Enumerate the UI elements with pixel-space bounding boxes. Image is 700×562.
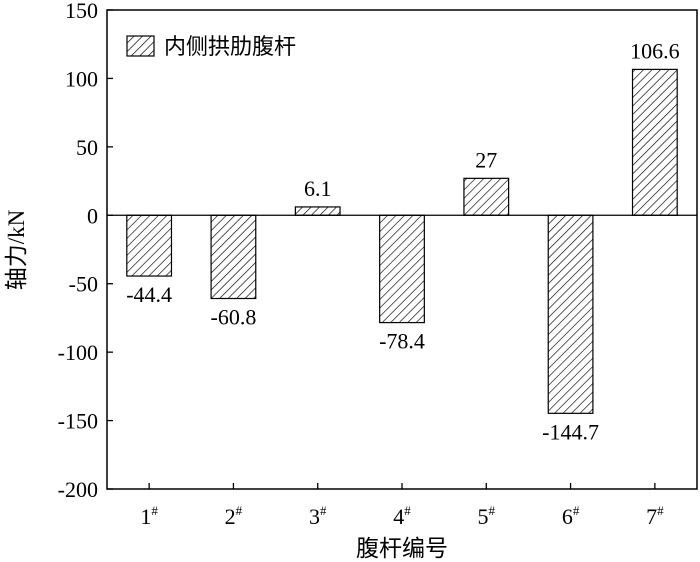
data-label-2: -60.8 <box>211 304 257 329</box>
y-tick-label: -100 <box>58 340 98 365</box>
data-label-5: 27 <box>475 147 497 172</box>
x-axis-label: 腹杆编号 <box>356 536 448 561</box>
x-tick-label-7: 7# <box>646 503 664 529</box>
x-axis-ticks: 1# 2# 3# 4# 5# 6# 7# <box>140 483 664 529</box>
data-label-7: 106.6 <box>630 38 680 63</box>
y-tick-label: 150 <box>65 0 98 23</box>
y-tick-label: -150 <box>58 409 98 434</box>
y-tick-label: -200 <box>58 477 98 502</box>
data-label-6: -144.7 <box>542 419 599 444</box>
x-tick-label-6: 6# <box>562 503 580 529</box>
x-tick-label-2: 2# <box>225 503 243 529</box>
y-tick-label: 0 <box>87 203 98 228</box>
x-tick-label-3: 3# <box>309 503 327 529</box>
data-label-3: 6.1 <box>304 176 332 201</box>
x-tick-label-5: 5# <box>478 503 496 529</box>
bar-7 <box>631 68 678 216</box>
legend: 内侧拱肋腹杆 <box>126 34 296 59</box>
legend-label: 内侧拱肋腹杆 <box>164 34 296 59</box>
legend-swatch <box>126 35 155 57</box>
bar-1 <box>126 214 173 277</box>
bar-2 <box>210 214 257 300</box>
y-axis-ticks: 150 100 50 0 -50 -100 -150 -200 <box>58 0 113 502</box>
y-axis-label: 轴力/kN <box>4 209 29 290</box>
x-tick-label-4: 4# <box>393 503 411 529</box>
bars <box>126 68 678 414</box>
y-tick-label: 50 <box>76 135 98 160</box>
data-label-1: -44.4 <box>126 282 172 307</box>
bar-6 <box>547 214 594 414</box>
bar-3 <box>294 206 341 216</box>
y-tick-label: 100 <box>65 66 98 91</box>
bar-5 <box>463 177 510 216</box>
x-tick-label-1: 1# <box>140 503 158 529</box>
bar-4 <box>379 214 425 324</box>
plot-frame <box>106 9 698 490</box>
data-labels: -44.4 -60.8 6.1 -78.4 27 -144.7 106.6 <box>126 38 679 444</box>
y-tick-label: -50 <box>69 272 98 297</box>
data-label-4: -78.4 <box>379 329 425 354</box>
